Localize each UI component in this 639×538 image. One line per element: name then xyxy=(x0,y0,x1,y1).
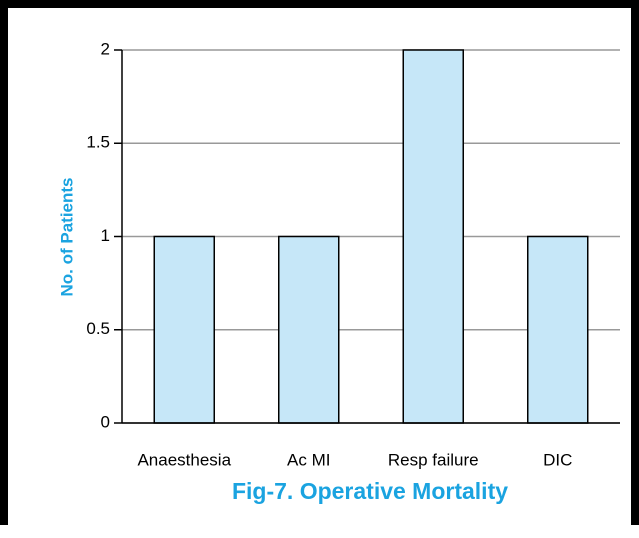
y-tick-label: 2 xyxy=(101,39,110,58)
bar xyxy=(153,235,215,424)
bar xyxy=(402,49,464,424)
y-tick-label: 0.5 xyxy=(86,319,110,338)
x-tick-label: Ac MI xyxy=(287,450,330,469)
y-tick-label: 1.5 xyxy=(86,133,110,152)
y-axis-label: No. of Patients xyxy=(57,177,76,296)
x-tick-label: DIC xyxy=(543,450,572,469)
frame-right xyxy=(631,0,639,525)
frame-top xyxy=(0,0,639,8)
bar xyxy=(527,235,589,424)
x-tick-label: Anaesthesia xyxy=(137,450,231,469)
chart-title: Fig-7. Operative Mortality xyxy=(232,478,508,504)
frame-left xyxy=(0,0,8,525)
y-tick-label: 1 xyxy=(101,226,110,245)
x-tick-label: Resp failure xyxy=(388,450,479,469)
bar xyxy=(278,235,340,424)
y-tick-label: 0 xyxy=(101,412,110,431)
